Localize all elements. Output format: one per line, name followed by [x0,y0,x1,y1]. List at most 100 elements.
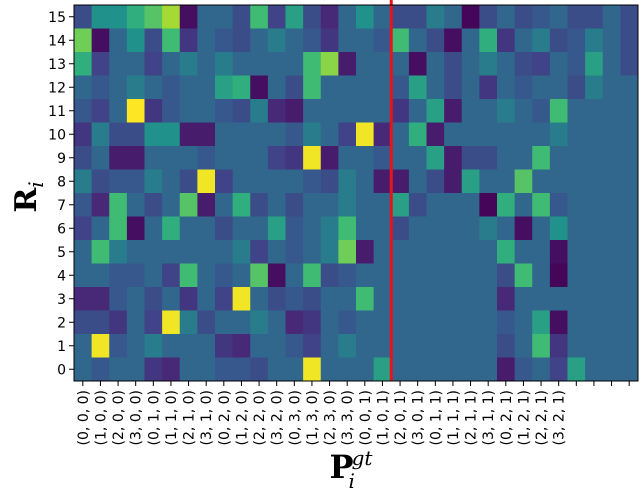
heatmap-cell [444,240,463,264]
heatmap-cell [497,357,516,382]
heatmap-cell [109,240,128,264]
heatmap-cell [232,28,251,53]
heatmap-cell [162,28,181,53]
heatmap-cell [444,52,463,76]
heatmap-cell [285,193,304,217]
heatmap-cell [197,193,216,217]
heatmap-cell [303,240,322,264]
heatmap-cell [250,193,269,217]
y-tick-label: 4 [57,268,66,284]
heatmap-cell [320,28,339,53]
heatmap-cell [338,334,357,358]
heatmap-cell [303,263,322,288]
heatmap-cell [444,122,463,147]
heatmap-cell [338,193,357,217]
heatmap-cell [162,216,181,241]
y-tick-label: 6 [57,221,66,237]
heatmap-cell [197,357,216,382]
heatmap-cell [426,146,445,170]
heatmap-cell [179,263,198,288]
heatmap-cell [585,263,604,288]
heatmap-cell [426,310,445,335]
heatmap-cell [391,5,410,29]
heatmap-cell [338,99,357,123]
y-tick-label: 13 [48,57,66,73]
heatmap-cell [74,52,93,76]
heatmap-cell [356,287,375,311]
heatmap-cell [549,193,568,217]
heatmap-cell [620,146,639,170]
heatmap-cell [549,5,568,29]
heatmap-cell [532,193,551,217]
heatmap-cell [497,240,516,264]
heatmap-cell [91,287,110,311]
heatmap-cell [215,263,234,288]
heatmap-cell [250,122,269,147]
heatmap-cell [179,52,198,76]
heatmap-cell [532,99,551,123]
heatmap-cell [444,357,463,382]
heatmap-cell [267,310,286,335]
heatmap-cell [267,122,286,147]
heatmap-cell [250,334,269,358]
heatmap-cell [373,169,392,194]
heatmap-cell [338,357,357,382]
heatmap-cell [532,52,551,76]
x-tick-label: (0, 3, 0) [287,390,303,445]
heatmap-cell [514,357,533,382]
heatmap-cell [126,357,145,382]
heatmap-cell [585,75,604,100]
heatmap-cell [162,52,181,76]
heatmap-cell [479,334,498,358]
heatmap-cell [479,75,498,100]
heatmap-cell [162,240,181,264]
heatmap-cell [232,122,251,147]
heatmap-cell [267,357,286,382]
heatmap-cell [91,193,110,217]
heatmap-cell [232,263,251,288]
heatmap-cell [91,169,110,194]
heatmap-cell [126,5,145,29]
heatmap-cell [408,169,427,194]
heatmap-cell [109,75,128,100]
heatmap-cell [267,193,286,217]
heatmap-cell [197,146,216,170]
heatmap-cell [320,75,339,100]
heatmap-cell [91,310,110,335]
heatmap-cell [267,216,286,241]
heatmap-cell [602,5,621,29]
heatmap-cell [567,146,586,170]
heatmap-cell [567,52,586,76]
heatmap-cell [479,5,498,29]
heatmap-cell [267,5,286,29]
heatmap-cell [179,287,198,311]
heatmap-cell [144,287,163,311]
heatmap-cell [408,75,427,100]
heatmap-cell [373,75,392,100]
heatmap-cell [408,122,427,147]
heatmap-cell [320,146,339,170]
y-tick-label: 0 [57,362,66,378]
heatmap-cell [602,357,621,382]
heatmap-cell [532,169,551,194]
x-axis: (0, 0, 0) (1, 0, 0) (2, 0, 0) (3, 0, 0) (0, … [76,381,630,445]
heatmap-cell [338,240,357,264]
heatmap-cell [74,263,93,288]
heatmap-cell [144,310,163,335]
heatmap-cell [338,287,357,311]
heatmap-cell [461,122,480,147]
heatmap-cell [74,146,93,170]
heatmap-cell [444,263,463,288]
heatmap-cell [585,334,604,358]
heatmap-cell [549,357,568,382]
heatmap-cell [373,52,392,76]
heatmap-cell [91,357,110,382]
heatmap-cell [585,99,604,123]
heatmap-cell [267,52,286,76]
heatmap-cell [303,75,322,100]
y-tick-label: 11 [48,104,66,120]
heatmap-cell [250,216,269,241]
heatmap-cell [267,99,286,123]
heatmap-cell [320,122,339,147]
